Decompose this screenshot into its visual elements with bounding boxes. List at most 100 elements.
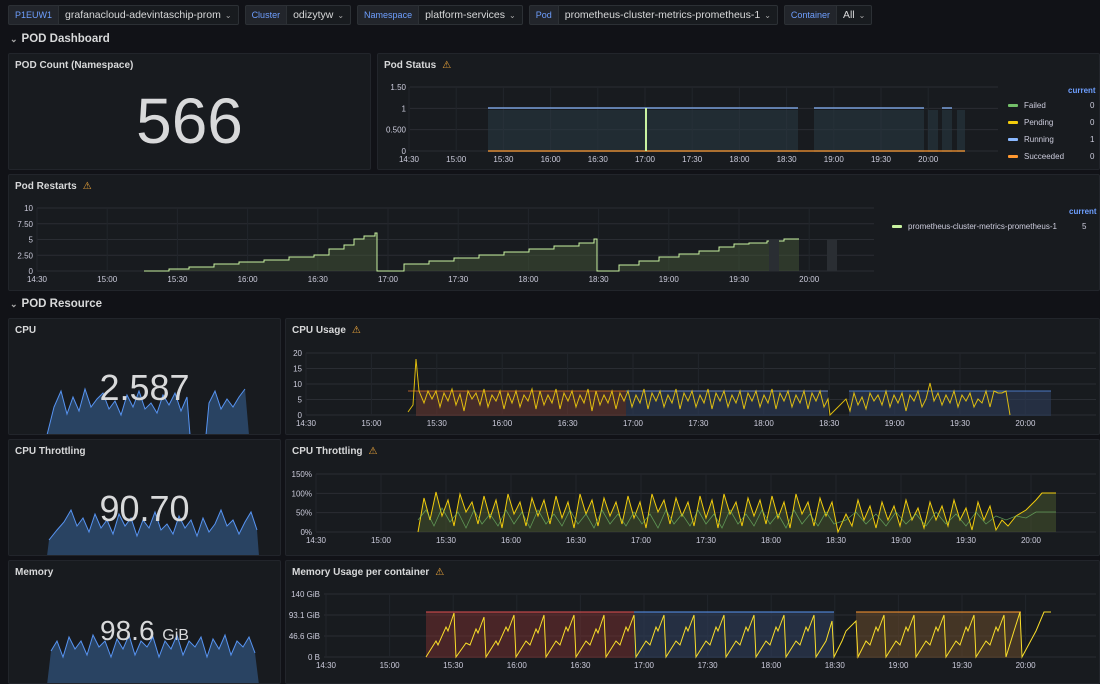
var-select-namespace[interactable]: platform-services ⌄	[419, 5, 523, 25]
memory-value: 98.6	[100, 615, 155, 646]
y-tick-label: 5	[29, 236, 34, 245]
var-label-namespace: Namespace	[357, 5, 420, 25]
legend-label: Failed	[1024, 101, 1046, 110]
cpu-throttling-value: 90.70	[99, 488, 190, 529]
legend-item-failed[interactable]: Failed 0	[1008, 101, 1094, 110]
y-tick-label: 100%	[292, 489, 312, 498]
panel-title: CPU Throttling ⚠	[292, 446, 378, 457]
x-tick-label: 18:00	[754, 419, 775, 428]
variable-bar: P1EUW1 grafanacloud-adevintaschip-prom ⌄ …	[0, 0, 1100, 30]
cpu-throttling-graph: 150% 100% 50% 0%14:30 15:00 15:30 16:00 16:30 17…	[292, 470, 1096, 545]
row-pod-resource[interactable]: ⌄ POD Resource	[10, 298, 102, 310]
legend-item-pending[interactable]: Pending 0	[1008, 118, 1094, 127]
chevron-down-icon: ⌄	[764, 11, 771, 20]
panel-pod-status[interactable]: Pod Status ⚠ 1.50 1 0.500 0 14:30 15:00 15:30 16…	[377, 53, 1100, 170]
panel-title: CPU Usage ⚠	[292, 325, 361, 336]
x-tick-label: 16:30	[566, 536, 587, 545]
warning-icon[interactable]: ⚠	[368, 446, 378, 457]
panel-memory[interactable]: Memory 98.6 GiB	[8, 560, 281, 684]
x-tick-label: 19:30	[956, 536, 977, 545]
panel-pod-restarts[interactable]: Pod Restarts ⚠ 10 7.50 5 2.50 0 14:30 15:00 15:3…	[8, 174, 1100, 291]
x-tick-label: 14:30	[316, 661, 337, 670]
panel-title: CPU	[15, 325, 37, 336]
pod-status-graph: 1.50 1 0.500 014:30 15:00 15:30 16:00 16:30 17:0…	[386, 83, 998, 164]
warning-icon[interactable]: ⚠	[82, 181, 92, 192]
var-select-cluster[interactable]: odizytyw ⌄	[287, 5, 352, 25]
x-tick-label: 20:00	[1015, 419, 1036, 428]
legend-label: prometheus-cluster-metrics-prometheus-1	[908, 222, 1057, 231]
row-pod-dashboard[interactable]: ⌄ POD Dashboard	[10, 33, 110, 45]
var-label-datasource: P1EUW1	[8, 5, 60, 25]
legend-label: Pending	[1024, 118, 1054, 127]
y-tick-label: 0	[298, 411, 303, 420]
y-tick-label: 1	[402, 104, 407, 113]
x-tick-label: 14:30	[306, 536, 327, 545]
panel-cpu-throttling[interactable]: CPU Throttling ⚠ 150% 100% 50% 0% 14:30 15:00 1…	[285, 439, 1100, 556]
x-tick-label: 15:30	[436, 536, 457, 545]
var-label-pod: Pod	[528, 5, 559, 25]
panel-cpu[interactable]: CPU 2.587	[8, 318, 281, 435]
x-tick-label: 15:00	[371, 536, 392, 545]
x-tick-label: 17:00	[635, 155, 656, 164]
panel-pod-count[interactable]: POD Count (Namespace) 566	[8, 53, 371, 170]
warning-icon[interactable]: ⚠	[442, 60, 452, 71]
x-tick-label: 15:30	[443, 661, 464, 670]
y-tick-label: 10	[24, 204, 33, 213]
x-tick-label: 19:00	[888, 661, 909, 670]
x-tick-label: 19:00	[885, 419, 906, 428]
warning-icon[interactable]: ⚠	[351, 325, 361, 336]
y-tick-label: 50%	[296, 509, 312, 518]
legend-value: 0	[1090, 152, 1095, 161]
y-tick-label: 150%	[292, 470, 312, 479]
var-select-pod[interactable]: prometheus-cluster-metrics-prometheus-1 ⌄	[558, 5, 778, 25]
x-tick-label: 16:00	[501, 536, 522, 545]
legend-item-succeeded[interactable]: Succeeded 0	[1008, 152, 1094, 161]
x-tick-label: 19:30	[729, 275, 750, 284]
panel-title-text: Memory Usage per container	[292, 567, 430, 578]
panel-cpu-usage[interactable]: CPU Usage ⚠ 20 15 10 5 0 14:30 15:00 15:30 16:00 1…	[285, 318, 1100, 435]
var-select-datasource[interactable]: grafanacloud-adevintaschip-prom ⌄	[59, 5, 239, 25]
x-tick-label: 16:30	[558, 419, 579, 428]
chevron-down-icon: ⌄	[509, 11, 516, 20]
x-tick-label: 20:00	[799, 275, 820, 284]
panel-title-text: Pod Restarts	[15, 181, 77, 192]
x-tick-label: 19:00	[891, 536, 912, 545]
y-tick-label: 0	[402, 147, 407, 156]
row-title-text: POD Dashboard	[21, 33, 110, 45]
pod-count-value: 566	[136, 85, 243, 157]
chevron-down-icon: ⌄	[10, 299, 18, 309]
var-value: platform-services	[425, 9, 506, 21]
var-value: prometheus-cluster-metrics-prometheus-1	[564, 9, 761, 21]
var-value: odizytyw	[293, 9, 334, 21]
x-tick-label: 19:30	[871, 155, 892, 164]
panel-title: Pod Status ⚠	[384, 60, 451, 71]
memory-stat: 98.6 GiB	[9, 615, 280, 647]
x-tick-label: 14:30	[27, 275, 48, 284]
var-value: grafanacloud-adevintaschip-prom	[65, 9, 221, 21]
var-select-container[interactable]: All ⌄	[836, 5, 873, 25]
x-tick-label: 18:30	[819, 419, 840, 428]
warning-icon[interactable]: ⚠	[435, 567, 445, 578]
panel-title: Memory	[15, 567, 54, 578]
x-tick-label: 17:00	[623, 419, 644, 428]
y-tick-label: 0.500	[386, 126, 407, 135]
legend-item-pod[interactable]: prometheus-cluster-metrics-prometheus-1 5	[892, 222, 1086, 231]
panel-title: CPU Throttling	[15, 446, 86, 457]
y-tick-label: 140 GiB	[291, 590, 320, 599]
y-tick-label: 1.50	[390, 83, 406, 92]
x-tick-label: 15:00	[361, 419, 382, 428]
cpu-usage-graph: 20 15 10 5 014:30 15:00 15:30 16:00 16:30 17:00 17…	[293, 349, 1096, 428]
legend-swatch	[1008, 121, 1018, 125]
panel-memory-usage[interactable]: Memory Usage per container ⚠ 140 GiB 93.1 …	[285, 560, 1100, 684]
panel-cpu-throttling-stat[interactable]: CPU Throttling 90.70	[8, 439, 281, 556]
x-tick-label: 18:00	[518, 275, 539, 284]
cpu-value: 2.587	[99, 367, 190, 408]
row-title-text: POD Resource	[21, 298, 103, 310]
legend-item-running[interactable]: Running 1	[1008, 135, 1094, 144]
y-tick-label: 46.6 GiB	[289, 632, 320, 641]
chevron-down-icon: ⌄	[337, 11, 345, 20]
x-tick-label: 17:00	[634, 661, 655, 670]
legend-label: Running	[1024, 135, 1054, 144]
x-tick-label: 14:30	[296, 419, 317, 428]
x-tick-label: 18:00	[761, 661, 782, 670]
